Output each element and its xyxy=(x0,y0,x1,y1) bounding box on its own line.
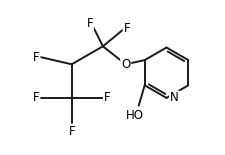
Text: HO: HO xyxy=(126,109,144,122)
Text: F: F xyxy=(68,124,75,137)
Text: F: F xyxy=(86,17,93,30)
Text: F: F xyxy=(33,51,39,64)
Text: O: O xyxy=(121,58,130,71)
Text: F: F xyxy=(124,22,130,35)
Text: F: F xyxy=(104,91,110,104)
Text: N: N xyxy=(170,91,179,104)
Text: F: F xyxy=(33,91,39,104)
